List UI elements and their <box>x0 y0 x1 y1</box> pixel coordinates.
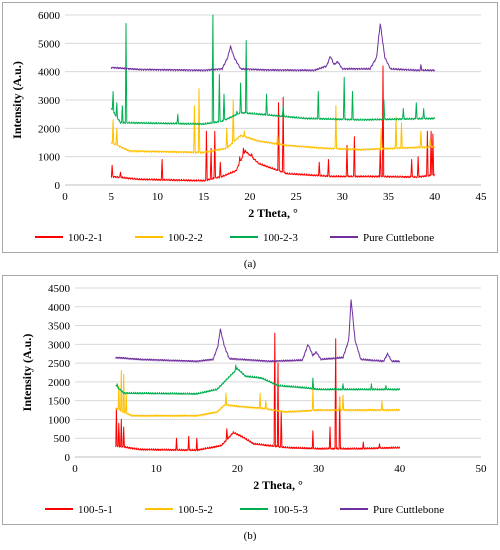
y-tick-label: 1000 <box>48 414 71 426</box>
legend-label-2: 100-2-2 <box>168 232 203 244</box>
y-tick-label: 2000 <box>38 123 61 135</box>
legend-label-4: Pure Cuttlebone <box>373 504 444 516</box>
x-tick-label: 20 <box>244 191 256 203</box>
legend-label-1: 100-5-1 <box>78 504 113 516</box>
legend-label-1: 100-2-1 <box>68 232 103 244</box>
y-tick-label: 1500 <box>48 396 71 408</box>
x-tick-label: 0 <box>72 463 78 475</box>
x-tick-label: 45 <box>476 191 488 203</box>
y-tick-label: 4000 <box>48 302 71 314</box>
x-tick-label: 50 <box>476 463 488 475</box>
y-tick-label: 3500 <box>48 321 71 333</box>
panel-b: 0 500 1000 1500 2000 2500 3000 3500 4000 4500 0 10 2… <box>2 275 498 525</box>
series-line-2 <box>115 370 401 418</box>
y-tick-label: 3000 <box>48 339 71 351</box>
y-tick-label: 2500 <box>48 358 71 370</box>
caption-b: (b) <box>243 530 257 542</box>
chart-b: 0 500 1000 1500 2000 2500 3000 3500 4000 4500 0 10 2… <box>20 283 488 516</box>
y-axis-title: Intensity (A.u.) <box>20 334 34 412</box>
y-tick-label: 500 <box>54 433 71 445</box>
series-line-1 <box>115 332 401 452</box>
caption-a: (a) <box>243 258 257 270</box>
x-axis-title: 2 Theta, ° <box>248 206 298 220</box>
legend-label-3: 100-5-3 <box>273 504 308 516</box>
y-tick-label: 2000 <box>48 377 71 389</box>
series-line-2 <box>110 88 436 154</box>
series-line-3 <box>110 14 436 126</box>
y-tick-label: 1000 <box>38 152 61 164</box>
x-axis-title: 2 Theta, ° <box>253 478 303 492</box>
y-tick-label: 4500 <box>48 283 71 295</box>
x-tick-label: 5 <box>108 191 114 203</box>
y-axis-title: Intensity (A.u.) <box>10 61 24 139</box>
x-tick-label: 15 <box>198 191 210 203</box>
series-line-4 <box>115 299 401 363</box>
x-tick-label: 30 <box>313 463 325 475</box>
x-tick-label: 35 <box>383 191 395 203</box>
x-tick-label: 25 <box>291 191 303 203</box>
x-tick-label: 10 <box>151 463 163 475</box>
series-line-4 <box>110 23 436 72</box>
y-tick-label: 6000 <box>38 10 61 22</box>
x-tick-label: 20 <box>232 463 244 475</box>
y-tick-label: 0 <box>55 180 61 192</box>
series-line-3 <box>115 364 401 395</box>
x-tick-label: 10 <box>152 191 164 203</box>
y-tick-label: 3000 <box>38 95 61 107</box>
x-tick-label: 0 <box>62 191 68 203</box>
legend-label-4: Pure Cuttlebone <box>363 232 434 244</box>
legend-label-2: 100-5-2 <box>178 504 213 516</box>
legend-label-3: 100-2-3 <box>263 232 298 244</box>
chart-a: 0 1000 2000 3000 4000 5000 6000 0 5 10 15 20 25 30 35 4… <box>10 10 488 244</box>
x-tick-label: 30 <box>337 191 349 203</box>
panel-a: 0 1000 2000 3000 4000 5000 6000 0 5 10 15 20 25 30 35 4… <box>2 2 498 253</box>
x-tick-label: 40 <box>429 191 441 203</box>
x-tick-label: 40 <box>394 463 406 475</box>
y-tick-label: 0 <box>65 452 71 464</box>
y-tick-label: 4000 <box>38 67 61 79</box>
y-tick-label: 5000 <box>38 38 61 50</box>
